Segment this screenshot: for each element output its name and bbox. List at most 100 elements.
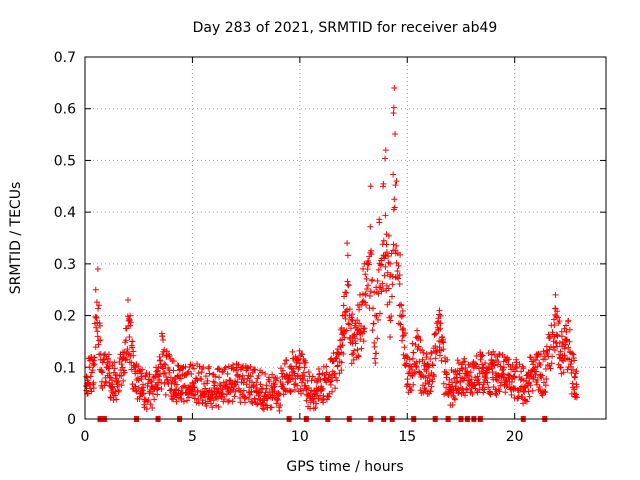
data-point — [568, 358, 575, 365]
y-tick-label: 0.4 — [54, 205, 76, 221]
data-point — [367, 223, 374, 230]
data-point — [350, 333, 357, 340]
data-point — [257, 381, 264, 388]
data-point — [303, 397, 310, 404]
data-point — [140, 390, 147, 397]
data-point — [167, 374, 174, 381]
y-tick-label: 0.3 — [54, 257, 76, 273]
data-point — [291, 381, 298, 388]
data-point — [547, 365, 554, 372]
data-point — [375, 290, 382, 297]
data-point — [366, 292, 373, 299]
data-point — [173, 398, 180, 405]
data-point — [548, 360, 555, 367]
data-point — [357, 336, 364, 343]
data-point — [120, 353, 127, 360]
data-point — [91, 354, 98, 361]
data-point — [454, 378, 461, 385]
data-point — [515, 393, 522, 400]
data-point — [412, 341, 419, 348]
data-point — [397, 251, 404, 258]
data-point — [105, 351, 112, 358]
data-point — [348, 314, 355, 321]
plot-frame — [84, 56, 607, 420]
data-point — [173, 381, 180, 388]
data-point — [294, 382, 301, 389]
data-point — [90, 384, 97, 391]
data-point — [275, 390, 282, 397]
data-point — [91, 361, 98, 368]
data-point — [206, 370, 213, 377]
data-point — [300, 376, 307, 383]
data-point — [190, 365, 197, 372]
data-point — [400, 325, 407, 332]
data-point — [354, 346, 361, 353]
data-point — [122, 337, 129, 344]
y-tick-label: 0.2 — [54, 309, 76, 325]
data-point — [414, 327, 421, 334]
data-point — [213, 402, 220, 409]
data-point — [161, 346, 168, 353]
data-point — [247, 391, 254, 398]
data-point — [391, 204, 398, 211]
data-point — [511, 374, 518, 381]
data-point — [362, 271, 369, 278]
data-point — [97, 322, 104, 329]
data-point — [93, 299, 100, 306]
data-point — [373, 350, 380, 357]
data-point — [95, 302, 102, 309]
data-point — [376, 219, 383, 226]
data-point — [459, 366, 466, 373]
data-point — [571, 374, 578, 381]
data-point — [380, 285, 387, 292]
data-point — [369, 276, 376, 283]
data-point — [343, 289, 350, 296]
data-point — [372, 359, 379, 366]
data-point — [208, 388, 215, 395]
data-point — [85, 390, 92, 397]
data-point — [257, 389, 264, 396]
data-point — [481, 386, 488, 393]
data-point — [292, 353, 299, 360]
data-point — [273, 400, 280, 407]
data-point — [232, 379, 239, 386]
data-point — [370, 305, 377, 312]
data-point — [210, 384, 217, 391]
data-point — [533, 353, 540, 360]
data-point — [364, 266, 371, 273]
data-point — [543, 375, 550, 382]
data-point — [363, 302, 370, 309]
data-point — [133, 388, 140, 395]
data-point — [374, 278, 381, 285]
data-point — [343, 327, 350, 334]
data-point — [106, 374, 113, 381]
data-point — [487, 391, 494, 398]
data-point — [395, 262, 402, 269]
data-point — [85, 380, 92, 387]
data-point — [178, 384, 185, 391]
data-point — [327, 381, 334, 388]
data-point — [527, 354, 534, 361]
data-point — [346, 306, 353, 313]
data-point — [127, 322, 134, 329]
data-point — [551, 322, 558, 329]
data-point — [432, 355, 439, 362]
data-point — [342, 289, 349, 296]
data-point — [444, 356, 451, 363]
data-point — [296, 347, 303, 354]
data-point — [155, 385, 162, 392]
data-point — [477, 356, 484, 363]
data-point — [288, 388, 295, 395]
data-point — [543, 343, 550, 350]
data-point — [573, 391, 580, 398]
data-point — [350, 356, 357, 363]
data-point — [409, 340, 416, 347]
data-point — [485, 349, 492, 356]
data-point — [563, 337, 570, 344]
data-point — [413, 364, 420, 371]
data-point — [564, 366, 571, 373]
data-point — [390, 171, 397, 178]
data-point — [231, 393, 238, 400]
data-point — [274, 397, 281, 404]
data-point — [93, 324, 100, 331]
